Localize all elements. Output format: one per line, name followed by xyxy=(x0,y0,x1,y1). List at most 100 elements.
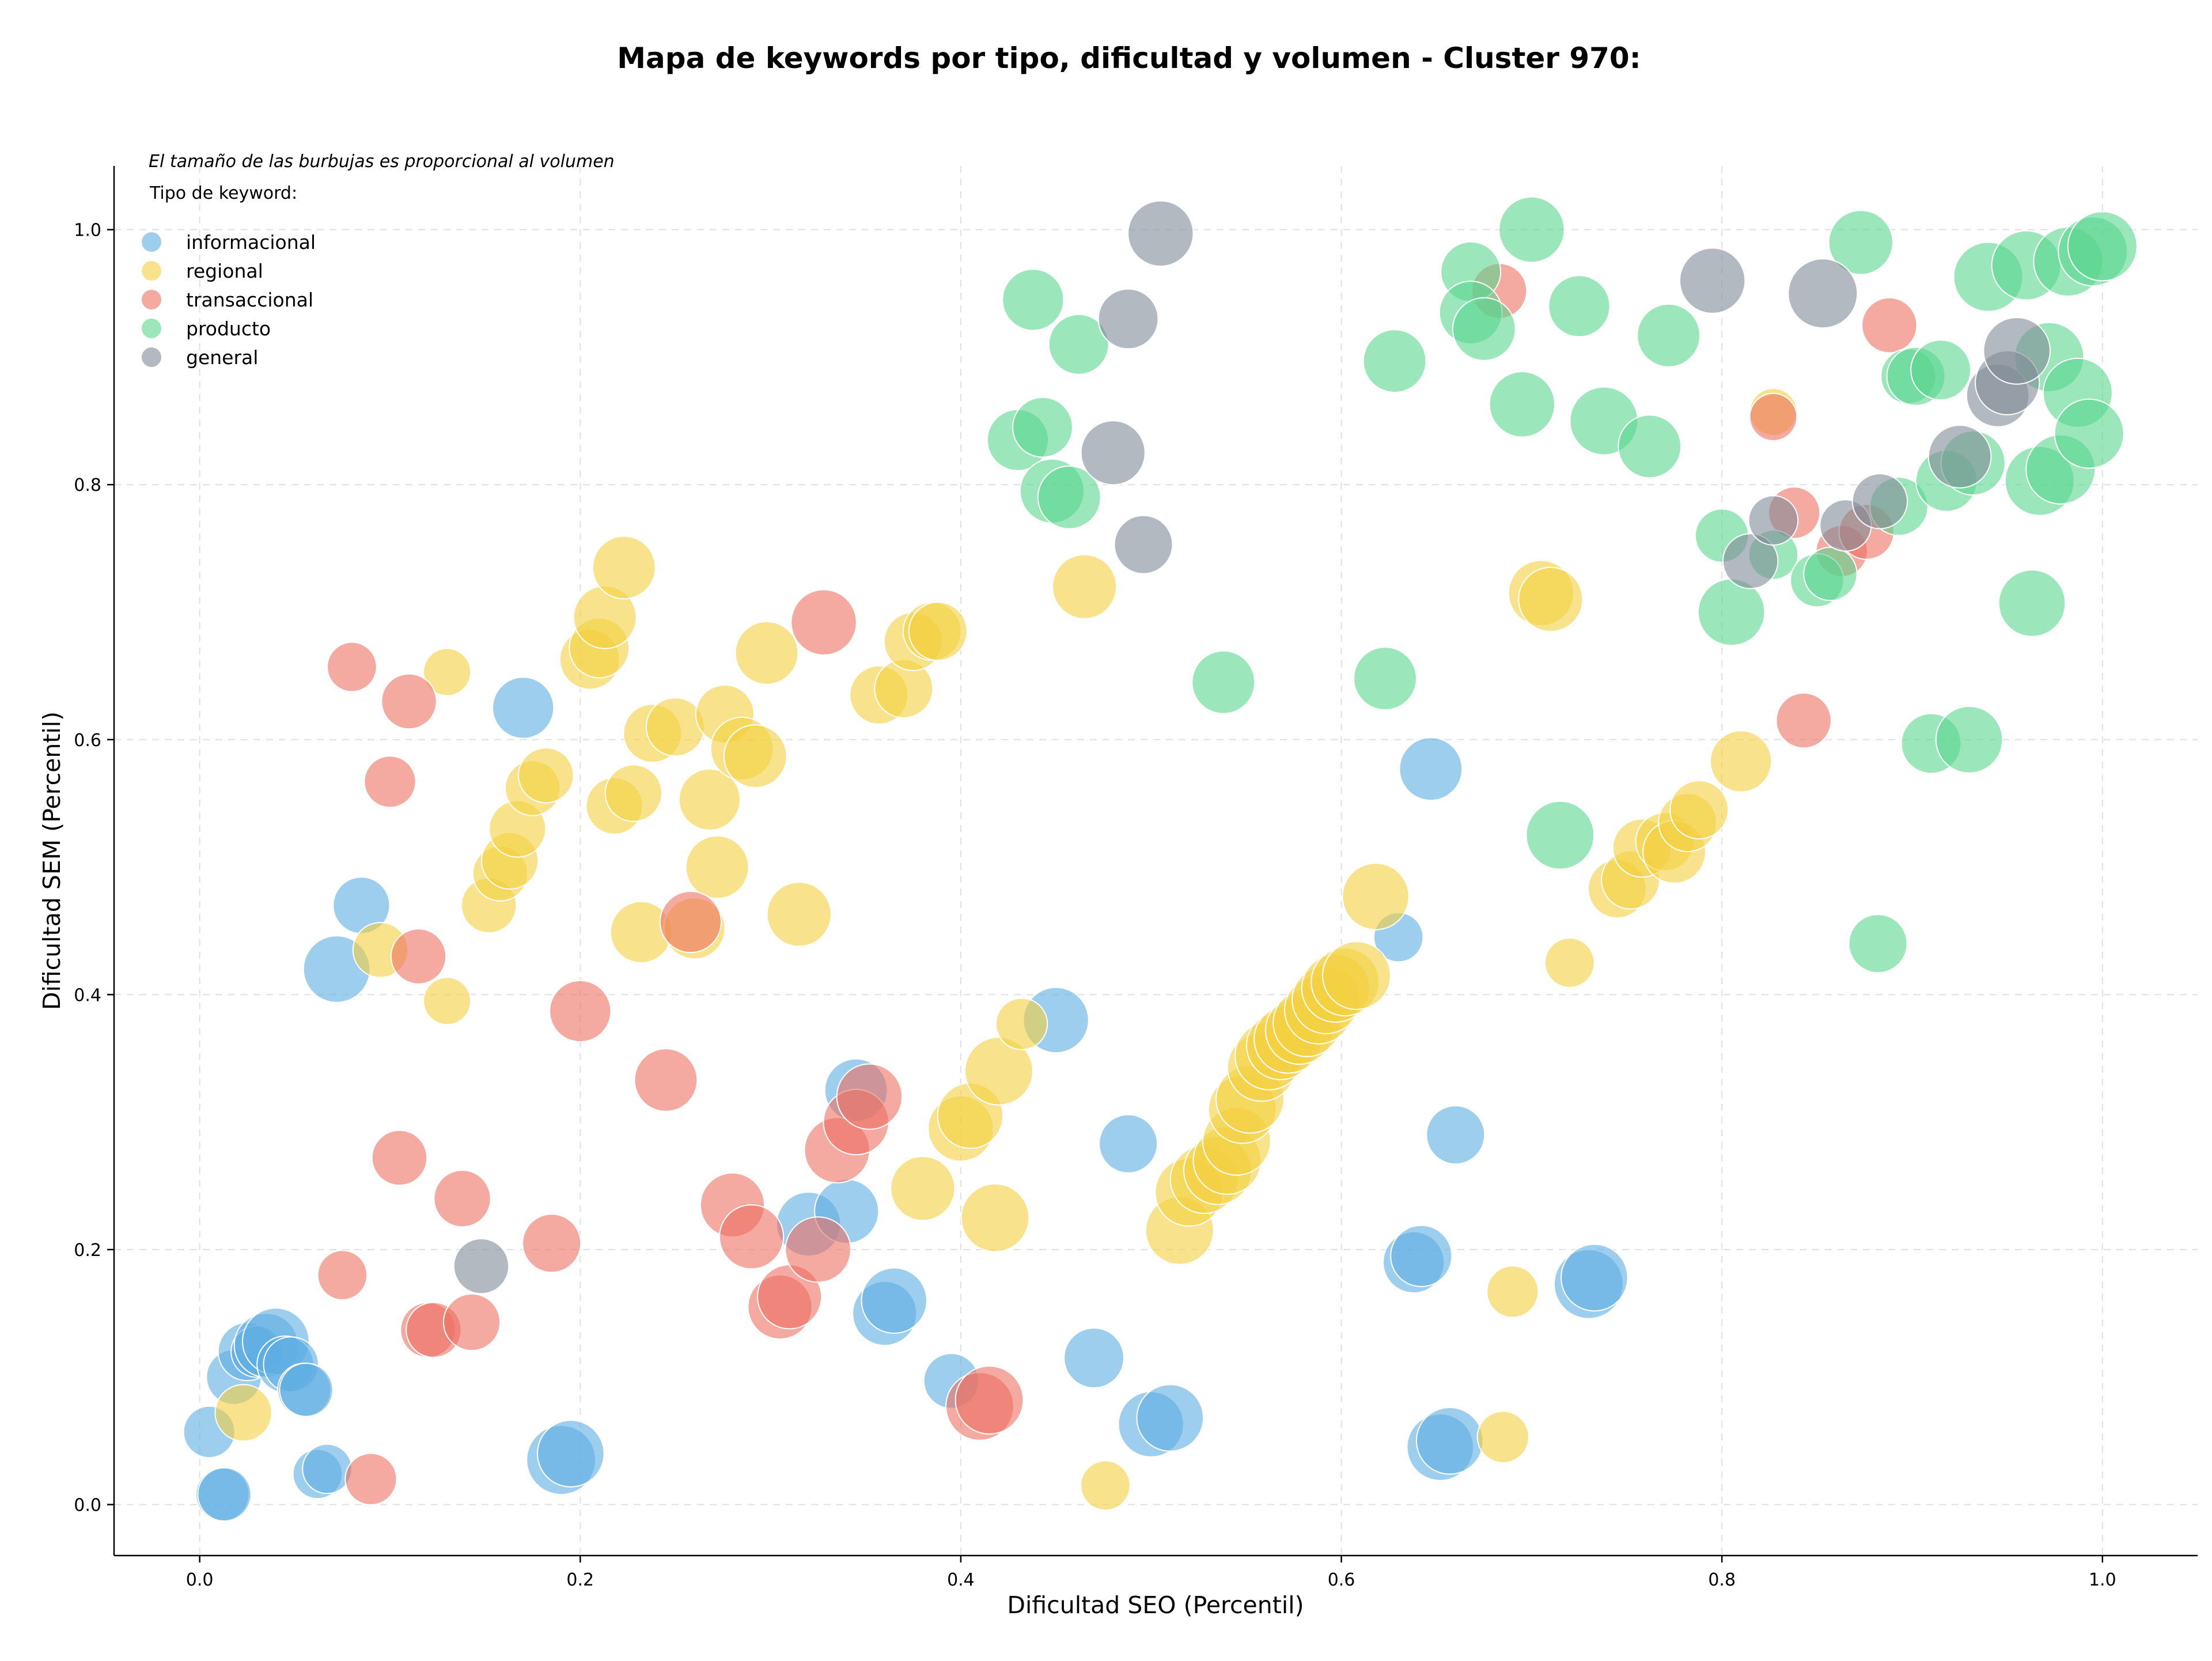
axes xyxy=(113,166,2198,1557)
bubble-transaccional xyxy=(371,1129,428,1186)
bubble-transaccional xyxy=(785,1216,851,1283)
bubble-regional xyxy=(214,1384,272,1442)
legend-marker-general xyxy=(142,347,161,367)
bubble-general xyxy=(1113,514,1173,574)
bubble-regional xyxy=(1342,862,1410,930)
bubble-regional xyxy=(1486,1265,1539,1318)
y-tick-label: 0.6 xyxy=(74,731,101,751)
bubble-regional xyxy=(723,724,787,788)
bubble-regional xyxy=(423,977,472,1026)
bubble-transaccional xyxy=(634,1048,698,1112)
legend-label-informacional: informacional xyxy=(186,231,316,253)
bubble-producto xyxy=(1002,268,1065,331)
bubble-informacional xyxy=(1099,1114,1158,1174)
legend-marker-transaccional xyxy=(142,290,161,309)
legend-label-general: general xyxy=(186,346,258,369)
bubble-general xyxy=(1722,533,1779,589)
bubble-informacional xyxy=(1136,1384,1205,1452)
x-tick-label: 1.0 xyxy=(2089,1570,2116,1590)
x-axis-label: Dificultad SEO (Percentil) xyxy=(1007,1591,1304,1619)
bubble-informacional xyxy=(861,1267,928,1334)
bubble-informacional xyxy=(537,1420,605,1488)
bubble-regional xyxy=(518,747,574,804)
bubble-general xyxy=(1927,425,1992,489)
bubble-transaccional xyxy=(327,641,377,693)
bubble-transaccional xyxy=(955,1365,1024,1435)
legend-title: Tipo de keyword: xyxy=(149,183,297,203)
bubble-regional xyxy=(908,601,968,661)
bubble-regional xyxy=(1052,554,1118,619)
bubble-regional xyxy=(678,768,741,831)
x-tick-label: 0.6 xyxy=(1328,1570,1355,1590)
bubble-regional xyxy=(890,1156,956,1221)
bubble-informacional xyxy=(1416,1407,1484,1475)
x-tick-label: 0.0 xyxy=(186,1570,214,1590)
x-ticks: 0.0 0.2 0.4 0.6 0.8 1.0 xyxy=(186,1556,2116,1590)
bubble-informacional xyxy=(492,676,555,739)
bubble-general xyxy=(1080,420,1146,486)
bubble-regional xyxy=(960,1183,1030,1253)
bubble-regional xyxy=(734,620,799,685)
bubble-regional xyxy=(645,697,705,757)
bubbles xyxy=(183,196,2138,1522)
bubble-regional xyxy=(1669,780,1729,839)
bubble-general xyxy=(453,1238,510,1295)
bubble-transaccional xyxy=(1775,692,1832,749)
bubble-regional xyxy=(766,881,832,947)
bubble-transaccional xyxy=(790,589,857,656)
bubble-regional xyxy=(604,764,662,822)
bubble-producto xyxy=(1548,275,1611,338)
bubble-regional xyxy=(995,997,1048,1050)
x-tick-label: 0.2 xyxy=(566,1570,594,1590)
bubble-transaccional xyxy=(344,1452,397,1505)
x-tick-label: 0.8 xyxy=(1708,1570,1736,1590)
bubble-producto xyxy=(1935,706,2003,774)
bubble-producto xyxy=(1525,800,1595,870)
x-tick-label: 0.4 xyxy=(947,1570,975,1590)
y-tick-label: 0.8 xyxy=(74,475,101,495)
bubble-regional xyxy=(1080,1460,1131,1511)
bubble-regional xyxy=(592,535,656,600)
bubble-transaccional xyxy=(363,755,416,808)
y-tick-label: 0.0 xyxy=(74,1495,101,1515)
bubble-informacional xyxy=(1426,1105,1486,1165)
legend-marker-regional xyxy=(142,261,161,281)
bubble-regional xyxy=(1544,937,1595,988)
bubble-regional xyxy=(423,648,472,697)
legend: informacional regional transaccional produc… xyxy=(142,231,316,369)
bubble-producto xyxy=(1998,569,2066,637)
bubble-producto xyxy=(2054,398,2124,469)
y-ticks: 0.0 0.2 0.4 0.6 0.8 1.0 xyxy=(74,221,114,1515)
bubble-transaccional xyxy=(381,673,437,730)
size-note: El tamaño de las burbujas es proporciona… xyxy=(149,152,615,172)
bubble-transaccional xyxy=(549,980,612,1043)
bubble-producto xyxy=(1910,339,1972,400)
legend-label-regional: regional xyxy=(186,260,263,282)
bubble-transaccional xyxy=(522,1213,582,1273)
bubble-producto xyxy=(1828,210,1893,275)
bubble-producto xyxy=(1048,313,1109,375)
bubble-transaccional xyxy=(836,1063,903,1130)
bubble-general xyxy=(1851,473,1908,529)
bubble-producto xyxy=(1012,396,1073,458)
y-tick-label: 0.4 xyxy=(74,985,101,1005)
bubble-transaccional xyxy=(390,928,447,985)
bubble-producto xyxy=(1618,414,1682,479)
bubble-general xyxy=(1983,317,2051,385)
legend-label-producto: producto xyxy=(186,317,271,340)
bubble-producto xyxy=(1037,465,1101,529)
bubble-producto xyxy=(1498,196,1565,263)
bubble-producto xyxy=(1353,646,1417,710)
bubble-informacional xyxy=(1560,1243,1628,1312)
bubble-transaccional xyxy=(433,1170,491,1228)
bubble-regional xyxy=(685,835,749,899)
bubble-transaccional xyxy=(1861,297,1918,354)
bubble-general xyxy=(1679,247,1746,314)
bubble-general xyxy=(1097,288,1159,350)
bubble-producto xyxy=(1488,371,1556,438)
bubble-informacional xyxy=(1390,1224,1453,1288)
y-tick-label: 0.2 xyxy=(74,1240,101,1261)
legend-marker-producto xyxy=(142,319,161,338)
bubble-regional xyxy=(1476,1410,1529,1463)
